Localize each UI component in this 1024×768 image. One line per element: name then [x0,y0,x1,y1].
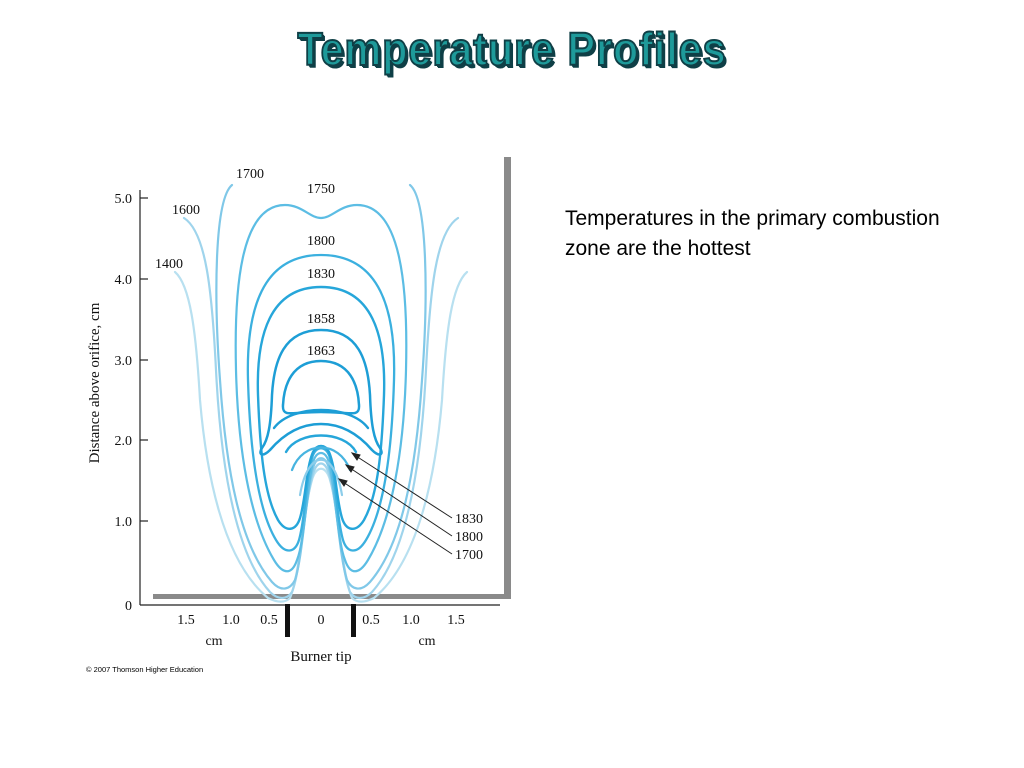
caption-text: Temperatures in the primary combustion z… [565,207,940,260]
inner-label-1700: 1700 [455,548,483,563]
x-tick-label: 1.5 [177,613,195,628]
x-tick-label: 0 [318,613,325,628]
arrowhead-1800 [344,464,355,473]
burner-wall-right [351,604,356,637]
isotherm-1700 [215,183,427,590]
isotherm-label-1750: 1750 [307,182,335,197]
x-tick-label: 0.5 [260,613,278,628]
copyright-notice: © 2007 Thomson Higher Education [86,665,204,674]
x-tick-label: 1.5 [447,613,465,628]
slide-title: Temperature Profiles [297,22,727,76]
x-unit-right: cm [418,634,435,649]
x-tick-label: 1.0 [222,613,240,628]
arrow-1700 [342,481,453,555]
x-unit-left: cm [205,634,222,649]
leader-arrows [337,452,453,555]
isotherm-1750 [234,203,408,573]
isotherm-label-1800: 1800 [307,234,335,249]
arrow-1830 [355,455,453,519]
inner-label-1830: 1830 [455,512,483,527]
y-tick-label: 0 [125,599,132,614]
isotherm-1600 [182,216,460,600]
y-tick-label: 3.0 [115,354,133,369]
y-tick-label: 4.0 [115,273,133,288]
burner-wall-left [285,604,290,637]
isotherm-1858 [259,328,383,456]
arrowhead-1700 [337,478,348,487]
isotherm-1863 [281,359,361,415]
y-tick-label: 5.0 [115,192,133,207]
isotherm-curves [173,183,469,603]
isotherm-1400 [173,270,469,603]
x-tick-label: 1.0 [402,613,420,628]
arrowhead-1830 [350,452,361,461]
y-tick-label: 1.0 [115,515,133,530]
isotherm-inner-1700 [298,458,344,497]
isotherm-label-1863: 1863 [307,344,335,359]
inner-label-1800: 1800 [455,530,483,545]
isotherm-label-1600: 1600 [172,203,200,218]
isotherm-inner-band [272,408,370,430]
x-tick-label: 0.5 [362,613,380,628]
isotherm-1830 [256,285,386,530]
isotherm-label-1830: 1830 [307,267,335,282]
isotherm-label-1700: 1700 [236,167,264,182]
isotherm-inner-1830 [284,434,358,454]
y-tick-label: 2.0 [115,434,133,449]
isotherm-label-1858: 1858 [307,312,335,327]
arrow-1800 [349,467,453,537]
y-axis-ticks [140,197,148,522]
isotherm-inner-1800 [290,446,352,472]
y-axis-title: Distance above orifice, cm [87,302,103,463]
burner-tip-label: Burner tip [290,649,351,665]
isotherm-label-1400: 1400 [155,257,183,272]
